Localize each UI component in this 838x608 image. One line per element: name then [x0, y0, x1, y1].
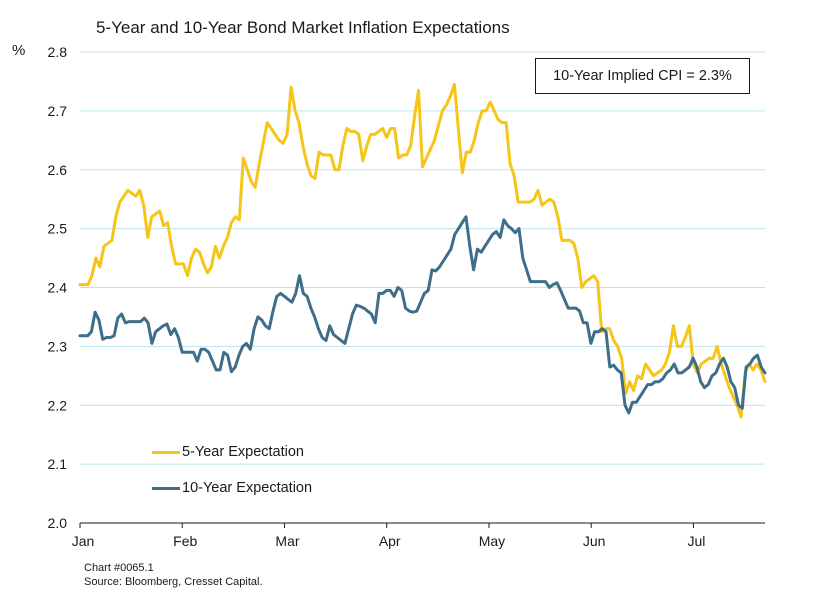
series-line-10-year: [78, 215, 767, 415]
chart-title: 5-Year and 10-Year Bond Market Inflation…: [96, 18, 510, 37]
y-tick-label: 2.3: [48, 338, 68, 354]
x-tick-label: Feb: [173, 533, 197, 549]
y-tick-label: 2.8: [48, 44, 68, 60]
legend-item-5-year: 5-Year Expectation: [152, 444, 304, 460]
y-axis-unit-label: %: [12, 42, 26, 59]
y-tick-label: 2.2: [48, 397, 68, 413]
annotation-box: 10-Year Implied CPI = 2.3%: [535, 58, 750, 94]
legend-label-5-year: 5-Year Expectation: [182, 444, 304, 460]
y-tick-label: 2.6: [48, 162, 68, 178]
legend-item-10-year: 10-Year Expectation: [152, 480, 312, 496]
legend-label-10-year: 10-Year Expectation: [182, 480, 313, 496]
legend-swatch-10-year: [152, 486, 180, 490]
chart-id: Chart #0065.1: [84, 562, 154, 574]
x-tick-label: Jul: [687, 533, 705, 549]
gridlines: [80, 51, 765, 524]
annotation-text: 10-Year Implied CPI = 2.3%: [553, 68, 732, 84]
y-tick-label: 2.7: [48, 103, 68, 119]
series-line-5-year: [78, 82, 767, 419]
x-tick-label: Jun: [583, 533, 606, 549]
x-tick-label: May: [479, 533, 505, 549]
legend-swatch-5-year: [152, 450, 180, 454]
x-tick-label: Mar: [275, 533, 299, 549]
x-axis-ticks: Jan Feb Mar Apr May Jun Jul: [72, 523, 705, 549]
series-lines: [78, 82, 767, 419]
y-tick-label: 2.1: [48, 456, 68, 472]
y-axis-ticks: 2.0 2.1 2.2 2.3 2.4 2.5 2.6 2.7 2.8: [48, 44, 68, 531]
x-tick-label: Jan: [72, 533, 95, 549]
y-tick-label: 2.5: [48, 221, 68, 237]
x-tick-label: Apr: [379, 533, 401, 549]
y-tick-label: 2.4: [48, 280, 68, 296]
y-tick-label: 2.0: [48, 515, 68, 531]
source-note: Source: Bloomberg, Cresset Capital.: [84, 576, 263, 588]
